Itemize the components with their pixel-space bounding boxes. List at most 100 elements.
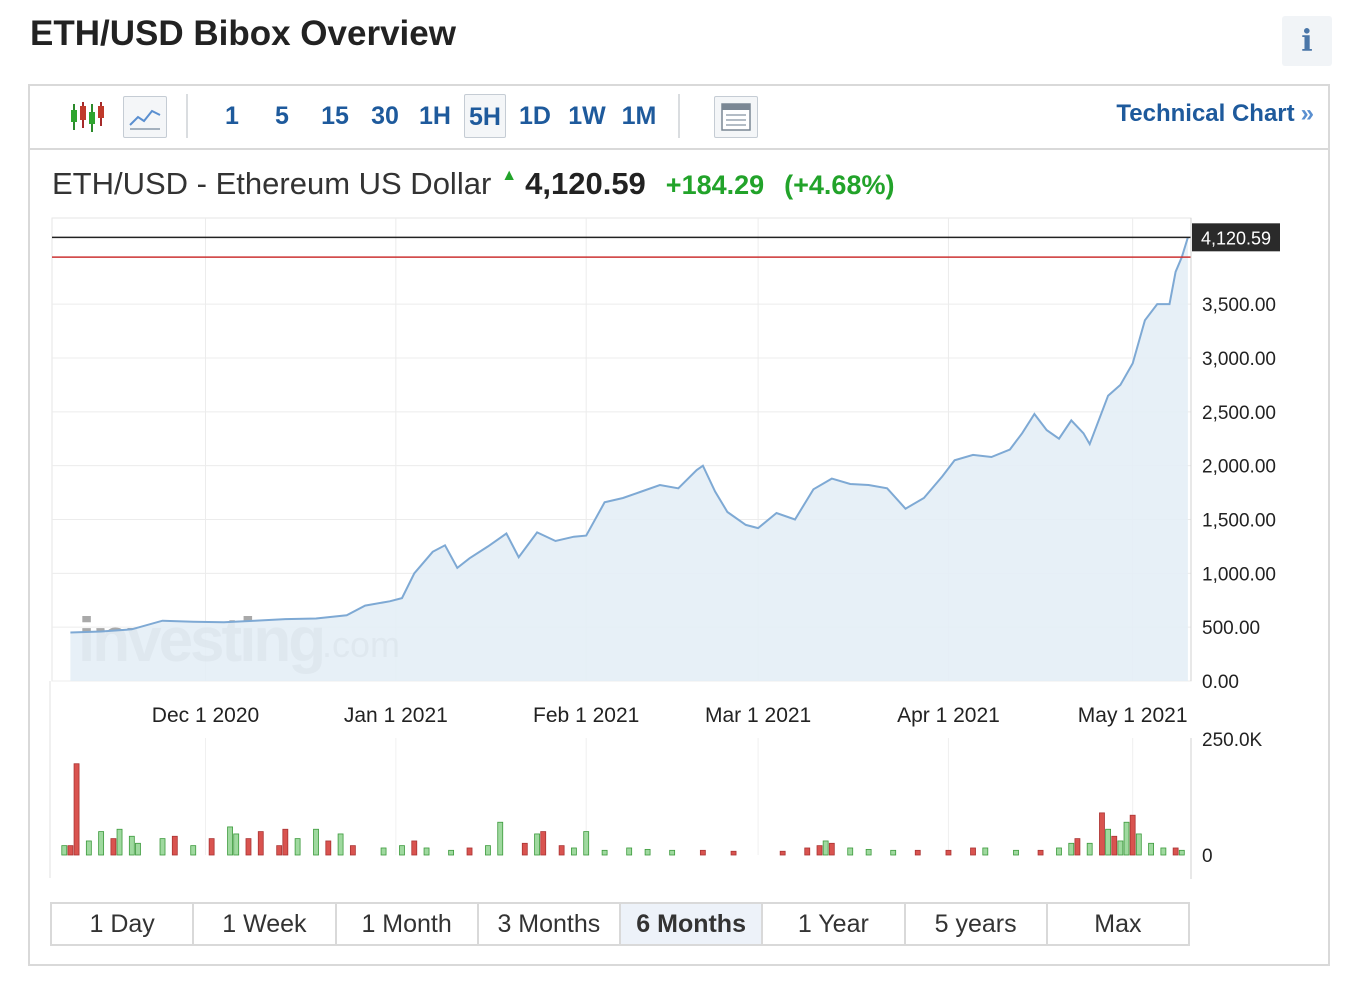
volume-bar — [1086, 842, 1093, 856]
x-tick-label: Feb 1 2021 — [533, 704, 639, 727]
timeframe-1h-button[interactable]: 1H — [419, 102, 451, 130]
line-chart-icon[interactable] — [123, 96, 167, 138]
table-view-icon[interactable] — [714, 96, 758, 138]
x-tick-label: Mar 1 2021 — [705, 704, 811, 727]
range-1-week-button[interactable]: 1 Week — [194, 904, 337, 944]
volume-bar — [423, 847, 430, 856]
volume-bar — [699, 849, 706, 856]
range-1-day-button[interactable]: 1 Day — [52, 904, 195, 944]
range-3-months-button[interactable]: 3 Months — [479, 904, 621, 944]
volume-bar — [865, 848, 872, 856]
range-1-month-button[interactable]: 1 Month — [337, 904, 479, 944]
x-tick-label: Jan 1 2021 — [344, 704, 448, 727]
volume-bar — [1068, 842, 1075, 856]
y-tick-label: 2,500.00 — [1202, 403, 1276, 424]
timeframe-1d-button[interactable]: 1D — [519, 102, 551, 130]
volume-bar — [411, 840, 418, 856]
volume-bar — [779, 850, 786, 856]
volume-bar — [1099, 812, 1105, 856]
volume-bar — [67, 845, 74, 856]
volume-bar — [380, 847, 387, 856]
double-chevron-right-icon: » — [1300, 100, 1314, 127]
range-5-years-button[interactable]: 5 years — [906, 904, 1048, 944]
toolbar-separator — [678, 94, 680, 138]
volume-bar — [669, 849, 676, 856]
quote-header: ETH/USD - Ethereum US Dollar ▲ 4,120.59 +18… — [52, 166, 894, 206]
volume-bar — [1056, 847, 1062, 856]
timeframe-5h-button[interactable]: 5H — [464, 94, 506, 138]
volume-bar — [847, 847, 854, 856]
volume-bar — [61, 845, 68, 856]
volume-y-tick-label: 0 — [1202, 846, 1213, 867]
y-tick-label: 0.00 — [1202, 672, 1239, 693]
up-arrow-icon: ▲ — [501, 167, 518, 184]
volume-bar — [466, 847, 473, 856]
price-change-percent: (+4.68%) — [784, 170, 895, 200]
current-price-tag-label: 4,120.59 — [1201, 228, 1271, 248]
volume-bar — [73, 763, 80, 856]
volume-bar — [540, 831, 547, 856]
range-1-year-button[interactable]: 1 Year — [763, 904, 906, 944]
volume-bar — [159, 838, 166, 856]
volume-bar — [970, 847, 976, 856]
range-6-months-button[interactable]: 6 Months — [621, 904, 764, 944]
volume-bar — [1160, 847, 1167, 856]
timeframe-1-button[interactable]: 1 — [225, 102, 239, 130]
volume-bar — [982, 847, 989, 856]
volume-bar — [116, 828, 123, 856]
volume-bar — [945, 849, 952, 856]
volume-bar — [583, 831, 590, 856]
technical-chart-label: Technical Chart — [1116, 100, 1295, 127]
volume-bar — [85, 840, 92, 856]
volume-bar — [233, 833, 240, 856]
volume-bar — [1074, 838, 1081, 856]
technical-chart-link[interactable]: Technical Chart» — [1116, 100, 1314, 128]
last-price: 4,120.59 — [525, 166, 646, 201]
chart-panel: Technical Chart» 1 5 15 30 1H 5H 1D 1W 1M ETH/US… — [28, 84, 1330, 966]
volume-bar — [399, 845, 405, 856]
price-change: +184.29 — [665, 170, 765, 200]
volume-bar — [128, 835, 135, 856]
chart-toolbar: Technical Chart» 1 5 15 30 1H 5H 1D 1W 1M — [30, 86, 1328, 150]
volume-bar — [1123, 821, 1130, 856]
volume-bar — [294, 838, 301, 856]
volume-bar — [257, 831, 264, 856]
volume-bar — [282, 828, 289, 856]
x-tick-label: Dec 1 2020 — [152, 704, 259, 727]
volume-bar — [1111, 835, 1118, 856]
page-title: ETH/USD Bibox Overview — [30, 14, 456, 53]
volume-bar — [1148, 842, 1154, 856]
volume-bar — [485, 845, 491, 856]
volume-bar — [571, 847, 577, 856]
volume-bar — [730, 850, 737, 856]
y-tick-label: 3,000.00 — [1202, 349, 1276, 370]
volume-bar — [804, 847, 811, 856]
toolbar-separator — [186, 94, 188, 138]
volume-bar — [497, 821, 504, 856]
volume-bar — [110, 838, 117, 856]
volume-bar — [601, 849, 608, 856]
volume-bar — [1105, 828, 1112, 856]
x-tick-label: Apr 1 2021 — [897, 704, 1000, 727]
candlestick-icon[interactable] — [68, 96, 108, 138]
timeframe-5-button[interactable]: 5 — [275, 102, 289, 130]
volume-bar — [337, 833, 344, 856]
volume-bar — [890, 849, 897, 856]
volume-bar — [828, 842, 835, 856]
volume-bar — [276, 845, 283, 856]
timeframe-1m-button[interactable]: 1M — [621, 102, 657, 130]
volume-bar — [1037, 849, 1044, 856]
timeframe-15-button[interactable]: 15 — [321, 102, 349, 130]
volume-bar — [1013, 849, 1019, 856]
info-icon[interactable]: i — [1282, 16, 1332, 66]
range-max-button[interactable]: Max — [1094, 910, 1142, 938]
volume-bar — [1129, 814, 1136, 856]
y-tick-label: 1,000.00 — [1202, 564, 1276, 585]
y-tick-label: 1,500.00 — [1202, 510, 1276, 531]
x-tick-label: May 1 2021 — [1078, 704, 1188, 727]
timeframe-30-button[interactable]: 30 — [371, 102, 399, 130]
timeframe-1w-button[interactable]: 1W — [568, 102, 606, 130]
volume-bar — [190, 845, 197, 856]
price-chart[interactable]: 3,500.00 3,000.00 2,500.00 2,000.00 1,500.00… — [0, 0, 1350, 900]
volume-bar — [349, 845, 356, 856]
